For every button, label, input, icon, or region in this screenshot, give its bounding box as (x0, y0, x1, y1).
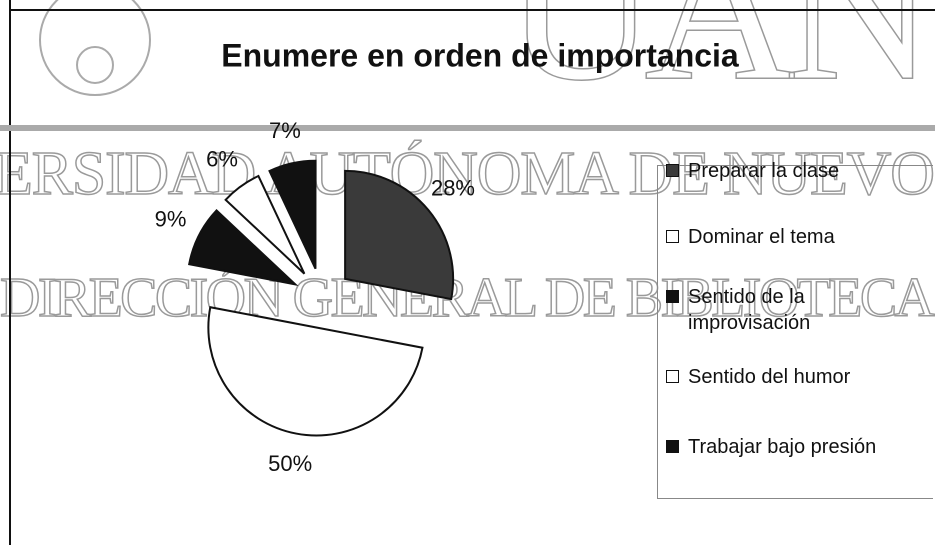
legend: Preparar la clase Dominar el tema Sentido … (657, 160, 933, 499)
legend-item: Sentido del humor (666, 364, 928, 390)
legend-label: Preparar la clase (688, 160, 840, 182)
watermark: DIRECCIÓN GENERAL DE BIBLIOTECA (0, 266, 935, 329)
pie-slice (224, 174, 306, 275)
data-label: 7% (269, 118, 301, 143)
legend-swatch (666, 230, 679, 243)
legend-item: Preparar la clase (666, 158, 928, 184)
legend-swatch (666, 290, 679, 303)
legend-label: Trabajar bajo presión (688, 436, 877, 458)
legend-label: Dominar el tema (688, 226, 835, 248)
emblem (39, 0, 151, 96)
legend-swatch (666, 440, 679, 453)
legend-swatch (666, 370, 679, 383)
pie-slice (207, 306, 424, 437)
emblem (76, 46, 114, 84)
watermark: ERSIDAD AUTÓNOMA DE NUEVO (0, 140, 935, 208)
legend-swatch (666, 164, 679, 177)
data-label: 9% (155, 207, 187, 232)
data-label: 50% (268, 451, 312, 476)
legend-item: Dominar el tema (666, 224, 928, 250)
legend-item: Sentido de la improvisación (666, 284, 928, 336)
chart-title: Enumere en orden de importancia (221, 37, 739, 73)
watermark: UAN (505, 0, 935, 124)
data-label: 6% (206, 146, 238, 171)
legend-label: Sentido del humor (688, 366, 851, 388)
pie (188, 159, 455, 437)
pie-slice (268, 159, 317, 270)
legend-label: Sentido de la improvisación (688, 286, 811, 334)
pie-slice (188, 209, 299, 287)
pie-slice (344, 169, 455, 301)
data-label: 28% (431, 175, 475, 200)
legend-item: Trabajar bajo presión (666, 434, 928, 460)
